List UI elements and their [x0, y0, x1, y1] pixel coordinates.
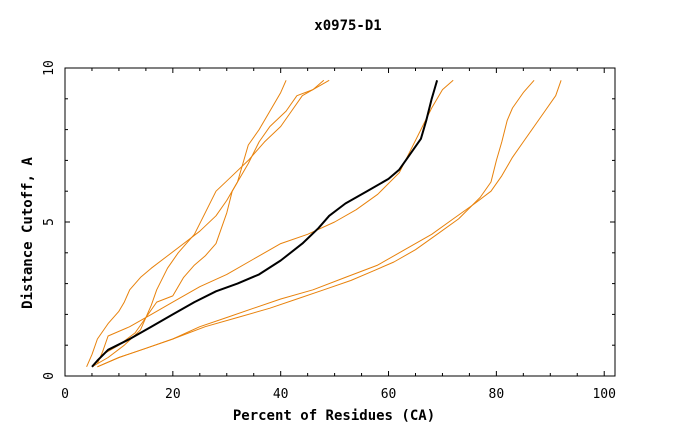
x-tick-label: 80	[489, 387, 505, 402]
x-axis-label: Percent of Residues (CA)	[233, 408, 435, 424]
series-line	[91, 79, 325, 368]
x-tick-label: 40	[273, 387, 289, 402]
y-axis-label: Distance Cutoff, A	[20, 157, 36, 309]
series-line	[86, 80, 287, 367]
x-tick-label: 60	[381, 387, 397, 402]
series-layer	[86, 79, 562, 368]
series-line	[97, 79, 535, 368]
series-line	[96, 79, 454, 364]
x-tick-label: 100	[592, 387, 615, 402]
series-line-highlighted	[91, 80, 439, 368]
x-tick-label: 20	[165, 387, 181, 402]
series-line	[91, 79, 330, 368]
y-tick-label: 0	[42, 372, 57, 380]
y-tick-label: 10	[42, 60, 57, 76]
y-tick-label: 5	[42, 218, 57, 226]
x-tick-label: 0	[61, 387, 69, 402]
series-line	[97, 80, 562, 368]
tick-layer: 0 20 40 60 80 100 0 5 10	[42, 60, 616, 402]
chart-title: x0975-D1	[314, 18, 381, 34]
